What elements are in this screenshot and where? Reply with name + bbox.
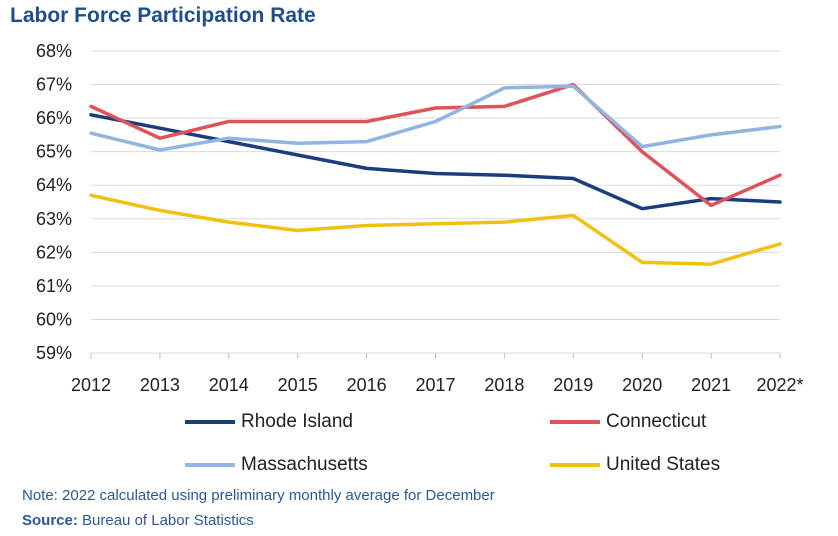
x-axis-ticks: 2012 2013 2014 2015 2016 2017 2018 2019 2020 2021…	[71, 353, 804, 395]
y-tick-label: 59%	[36, 343, 72, 363]
series-lines	[89, 82, 782, 266]
x-tick-label: 2020	[622, 375, 662, 395]
x-tick-label: 2022*	[756, 375, 803, 395]
source-label: Source:	[22, 512, 78, 529]
x-tick-label: 2012	[71, 375, 111, 395]
y-tick-label: 68%	[36, 41, 72, 61]
y-tick-label: 67%	[36, 75, 72, 95]
y-tick-label: 63%	[36, 209, 72, 229]
series-line-united-states	[89, 193, 782, 266]
x-tick-label: 2021	[691, 375, 731, 395]
x-tick-label: 2014	[209, 375, 249, 395]
chart-title: Labor Force Participation Rate	[10, 4, 316, 27]
chart-source: Source: Bureau of Labor Statistics	[22, 512, 254, 529]
y-tick-label: 62%	[36, 242, 72, 262]
x-tick-label: 2015	[278, 375, 318, 395]
y-tick-label: 60%	[36, 309, 72, 329]
series-line-rhode-island	[89, 113, 782, 211]
y-tick-label: 64%	[36, 175, 72, 195]
source-text: Bureau of Labor Statistics	[82, 512, 254, 529]
x-tick-label: 2016	[347, 375, 387, 395]
y-tick-label: 66%	[36, 108, 72, 128]
chart-note: Note: 2022 calculated using preliminary …	[22, 487, 495, 504]
x-tick-label: 2019	[553, 375, 593, 395]
y-axis-ticks: 59% 60% 61% 62% 63% 64% 65% 66% 67% 68%	[36, 41, 72, 363]
y-tick-label: 61%	[36, 276, 72, 296]
x-tick-label: 2017	[415, 375, 455, 395]
series-line-connecticut	[89, 82, 782, 208]
y-tick-label: 65%	[36, 142, 72, 162]
x-tick-label: 2013	[140, 375, 180, 395]
series-line-massachusetts	[89, 84, 782, 152]
x-tick-label: 2018	[484, 375, 524, 395]
line-chart: 59%60%61%62%63%64%65%66%67%68% 2012 2013 2…	[36, 41, 804, 395]
